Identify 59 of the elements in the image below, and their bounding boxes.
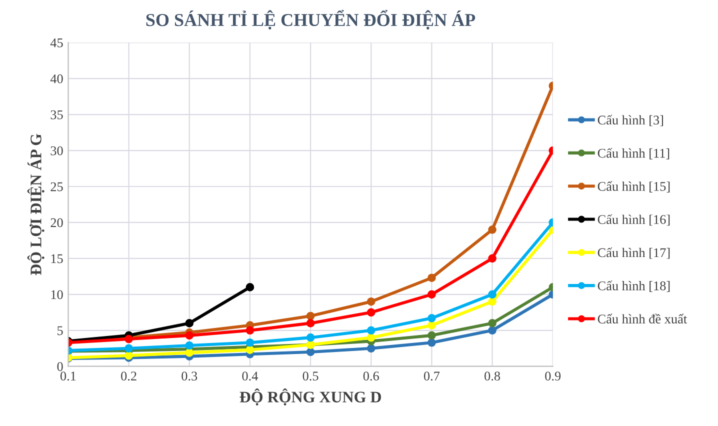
y-tick-label: 10 <box>51 290 63 300</box>
y-axis-title: ĐỘ LỢI ĐIỆN ÁP G <box>27 134 44 276</box>
point <box>488 290 496 299</box>
x-tick-label: 0.5 <box>302 372 318 381</box>
point <box>366 344 376 353</box>
x-tick-label: 0.4 <box>242 372 258 381</box>
point <box>488 326 496 335</box>
legend-label: Cấu hình [16] <box>598 214 670 226</box>
point <box>185 341 194 350</box>
point <box>185 348 194 357</box>
point <box>306 348 315 356</box>
y-tick-label: 45 <box>50 38 63 48</box>
x-tick-label: 0.6 <box>363 372 379 381</box>
point <box>246 283 254 292</box>
point <box>428 338 436 347</box>
point <box>488 254 496 263</box>
point <box>246 326 254 335</box>
point <box>306 319 315 328</box>
legend-label: Cấu hình [15] <box>598 181 670 192</box>
point <box>488 297 496 306</box>
x-tick-label: 0.9 <box>545 372 561 381</box>
point <box>428 290 436 299</box>
legend-label: Cấu hình [18] <box>598 280 670 292</box>
y-tick-label: 5 <box>58 326 63 336</box>
legend-label: Cấu hình [3] <box>598 114 664 126</box>
x-tick-label: 0.8 <box>484 372 500 381</box>
point <box>428 321 436 330</box>
point <box>185 319 194 328</box>
y-tick-label: 40 <box>50 74 63 84</box>
point <box>488 225 496 234</box>
x-tick-label: 0.2 <box>121 372 136 381</box>
legend-label: Cấu hình [17] <box>598 247 670 259</box>
y-tick-label: 35 <box>50 110 63 120</box>
point <box>488 319 496 328</box>
point <box>366 333 376 342</box>
y-tick-label: 15 <box>51 254 63 264</box>
point <box>428 274 436 282</box>
point <box>246 338 254 347</box>
point <box>306 312 315 320</box>
x-tick-label: 0.3 <box>182 372 198 381</box>
chart-title: SO SÁNH TỈ LỆ CHUYỂN ĐỔI ĐIỆN ÁP <box>146 10 476 30</box>
legend-label: Cấu hình đề xuất <box>598 314 687 324</box>
x-tick-label: 0.7 <box>424 372 440 381</box>
point <box>246 346 254 354</box>
point <box>366 297 376 306</box>
y-tick-label: 25 <box>50 182 63 192</box>
point <box>428 314 436 322</box>
point <box>366 308 376 317</box>
point <box>124 351 133 360</box>
point <box>366 326 376 335</box>
y-tick-label: 20 <box>50 218 63 228</box>
x-tick-label: 0.1 <box>60 372 76 381</box>
y-tick-label: 0 <box>57 362 63 372</box>
point <box>185 331 194 340</box>
legend-label: Cấu hình [11] <box>598 148 670 160</box>
point <box>306 333 315 342</box>
point <box>428 331 436 340</box>
y-tick-label: 30 <box>50 146 63 156</box>
x-axis-title: ĐỘ RỘNG XUNG D <box>240 388 381 406</box>
